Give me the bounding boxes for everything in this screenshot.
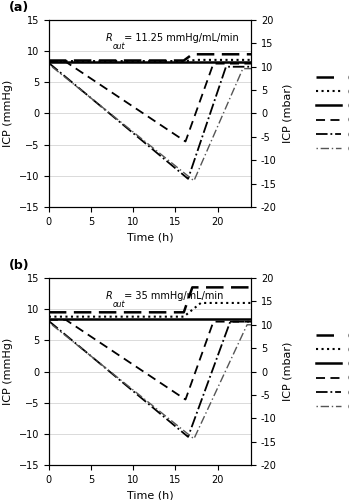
- Y-axis label: ICP (mbar): ICP (mbar): [282, 342, 292, 401]
- X-axis label: Time (h): Time (h): [127, 490, 173, 500]
- Text: (a): (a): [8, 2, 29, 15]
- Text: out: out: [113, 300, 125, 308]
- Y-axis label: ICP (mmHg): ICP (mmHg): [3, 80, 13, 147]
- Text: = 11.25 mmHg/mL/min: = 11.25 mmHg/mL/min: [121, 33, 238, 43]
- Y-axis label: ICP (mbar): ICP (mbar): [282, 84, 292, 143]
- Text: R: R: [105, 33, 112, 43]
- Legend: Qf = 30 mL/h, Qf = 25 mL/h, Qf = 20 mL/h, Qf = 18 mL/h, Qf = 16 mL/h, Qf = 14 mL: Qf = 30 mL/h, Qf = 25 mL/h, Qf = 20 mL/h…: [312, 70, 349, 158]
- Legend: Qf = 30 mL/h, Qf = 25 mL/h, Qf = 20 mL/h, Qf = 18 mL/h, Qf = 16 mL/h, Qf = 14 mL: Qf = 30 mL/h, Qf = 25 mL/h, Qf = 20 mL/h…: [312, 328, 349, 416]
- Text: (b): (b): [8, 260, 29, 272]
- Text: out: out: [113, 42, 125, 50]
- Text: R: R: [105, 291, 112, 301]
- Y-axis label: ICP (mmHg): ICP (mmHg): [3, 338, 13, 405]
- X-axis label: Time (h): Time (h): [127, 232, 173, 242]
- Text: = 35 mmHg/mL/min: = 35 mmHg/mL/min: [121, 291, 223, 301]
